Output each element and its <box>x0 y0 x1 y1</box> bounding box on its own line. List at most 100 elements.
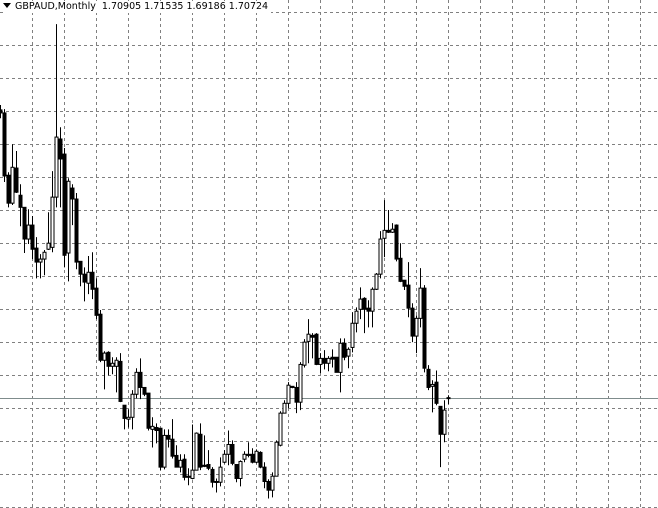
candle-body-bullish <box>226 443 231 455</box>
candle-body-bullish <box>126 416 131 420</box>
candle-body-bullish <box>274 441 279 477</box>
candle <box>202 435 207 468</box>
candle-body-bearish <box>0 109 3 114</box>
candle-body-bearish <box>446 397 451 400</box>
candle-body-bearish <box>78 260 83 275</box>
candle <box>254 449 259 464</box>
candle <box>326 356 331 372</box>
candle-body-bearish <box>402 279 407 287</box>
candle <box>434 370 439 406</box>
candle <box>6 172 11 208</box>
candle <box>374 273 379 291</box>
candle <box>354 307 359 333</box>
candle-body-bearish <box>330 356 335 360</box>
candle-body-bullish <box>114 359 119 367</box>
candle-body-bullish <box>298 363 303 403</box>
candle-body-bearish <box>170 438 175 457</box>
candle-body-bullish <box>338 342 343 373</box>
candle-body-bearish <box>410 307 415 337</box>
candle-body-bearish <box>426 368 431 388</box>
candle <box>382 200 387 258</box>
candle-body-bullish <box>350 322 355 348</box>
candle <box>338 338 343 393</box>
candle <box>330 349 335 368</box>
candle <box>430 380 435 413</box>
candle-body-bearish <box>22 206 27 240</box>
candle <box>218 457 223 487</box>
candle <box>298 362 303 411</box>
candle <box>414 315 419 354</box>
candle-body-bullish <box>190 469 195 479</box>
candle <box>0 104 3 119</box>
candle-body-bearish <box>422 287 427 369</box>
candle <box>406 262 411 318</box>
candle <box>162 429 167 470</box>
candle <box>286 382 291 409</box>
candle <box>166 429 171 448</box>
candle <box>118 353 123 403</box>
candle <box>346 347 351 369</box>
candle-body-bearish <box>34 247 39 263</box>
candle <box>18 184 23 227</box>
triangle-down-icon[interactable] <box>3 3 11 8</box>
candle <box>222 450 227 464</box>
candle <box>318 353 323 374</box>
candle <box>422 285 427 373</box>
candle-body-bearish <box>206 463 211 469</box>
candle <box>190 424 195 480</box>
candle <box>310 333 315 359</box>
candle <box>42 249 47 276</box>
candle <box>394 224 399 262</box>
candle-body-bearish <box>154 426 159 432</box>
candle-body-bullish <box>46 242 51 250</box>
candle-body-bearish <box>294 386 299 403</box>
candle-body-bullish <box>130 393 135 418</box>
candle <box>90 252 95 300</box>
candle-body-bearish <box>198 433 203 468</box>
candle <box>242 451 247 463</box>
candle-body-bullish <box>318 357 323 365</box>
candle-body-bullish <box>378 238 383 275</box>
candle <box>34 237 39 279</box>
candle <box>142 386 147 397</box>
candle-body-bullish <box>26 224 31 240</box>
candle <box>274 440 279 477</box>
candle-body-bearish <box>106 351 111 367</box>
candle <box>258 451 263 469</box>
candle-body-bullish <box>150 425 155 430</box>
candle <box>138 358 143 400</box>
candle-body-bearish <box>366 307 371 312</box>
candle <box>46 212 51 250</box>
candle-body-bearish <box>342 342 347 358</box>
candle-body-bearish <box>186 475 191 478</box>
candle-body-bullish <box>162 434 167 468</box>
candle-body-bearish <box>14 167 19 193</box>
candle-body-bearish <box>182 458 187 478</box>
candle-body-bullish <box>242 453 247 460</box>
candle-body-bullish <box>194 432 199 471</box>
ohlc-values: 1.70905 1.71535 1.69186 1.70724 <box>101 1 269 12</box>
candle-body-bearish <box>82 273 87 283</box>
candle-body-bearish <box>434 381 439 404</box>
candle <box>174 445 179 468</box>
candle-body-bearish <box>142 386 147 395</box>
candle-body-bullish <box>178 459 183 468</box>
candle <box>290 385 295 389</box>
candle <box>438 405 443 468</box>
candle <box>86 256 91 295</box>
candle-body-bearish <box>310 334 315 338</box>
candle <box>186 468 191 486</box>
candle <box>426 365 431 391</box>
candle-body-bullish <box>278 412 283 446</box>
candle <box>342 338 347 361</box>
candle-body-bullish <box>42 251 47 260</box>
candle-body-bearish <box>62 153 67 256</box>
candle <box>110 357 115 375</box>
candle-body-bullish <box>346 348 351 357</box>
candle-body-bullish <box>238 460 243 479</box>
candle-body-bearish <box>334 356 339 373</box>
candle-body-bullish <box>10 166 15 204</box>
candle <box>146 392 151 431</box>
